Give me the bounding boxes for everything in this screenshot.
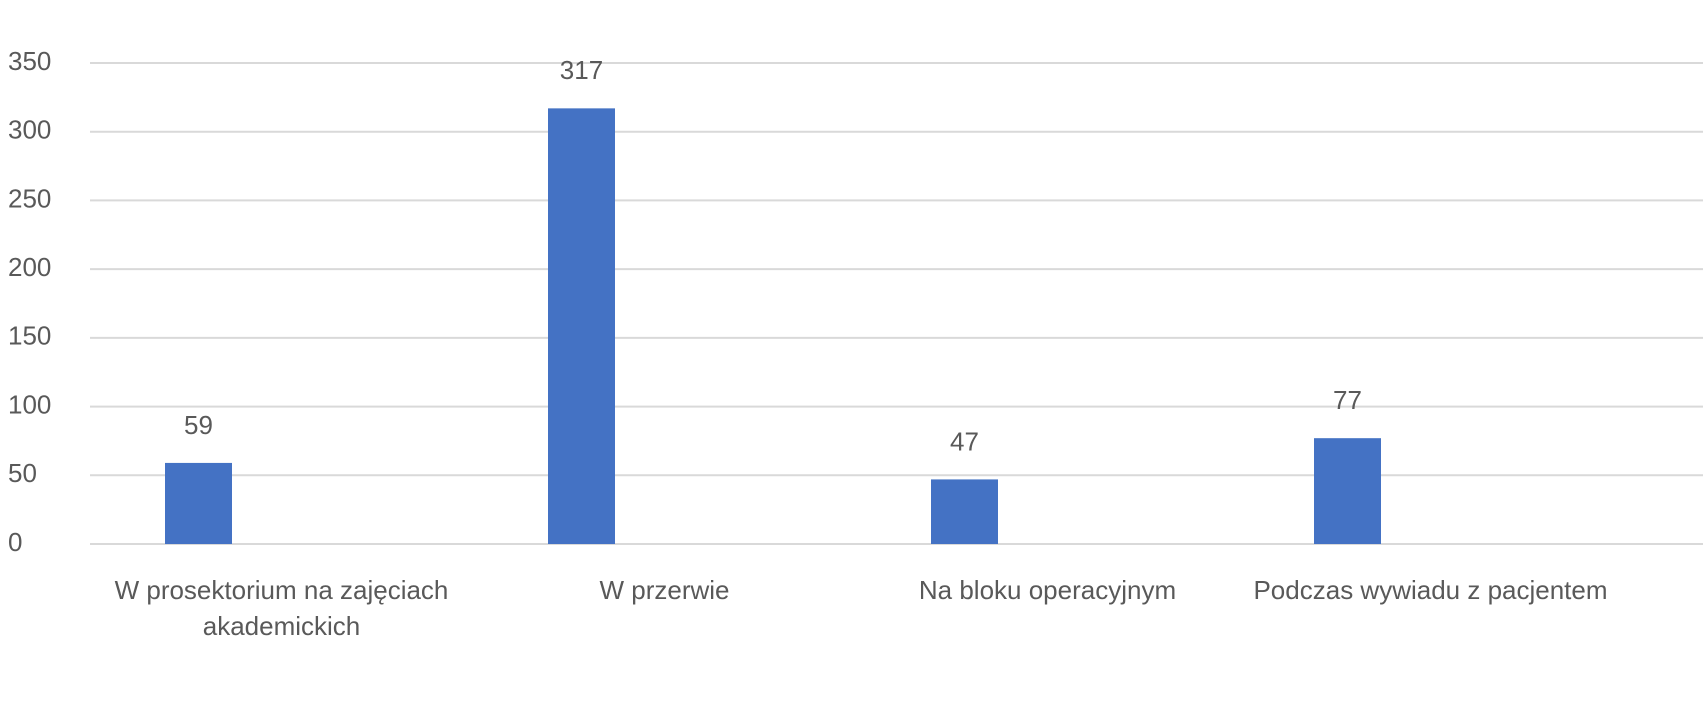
data-label: 317 bbox=[560, 55, 603, 85]
y-tick-label: 350 bbox=[8, 46, 51, 76]
bar bbox=[165, 462, 232, 544]
bar bbox=[1314, 438, 1381, 544]
data-label: 47 bbox=[950, 426, 979, 456]
data-label: 59 bbox=[184, 410, 213, 440]
y-tick-label: 250 bbox=[8, 183, 51, 213]
x-tick-label: W przerwie bbox=[599, 575, 730, 605]
y-tick-label: 300 bbox=[8, 115, 51, 145]
x-tick-label: Podczas wywiadu z pacjentem bbox=[1253, 575, 1608, 605]
bar bbox=[931, 479, 998, 544]
y-tick-label: 0 bbox=[8, 527, 22, 557]
bar bbox=[548, 108, 615, 544]
y-tick-label: 50 bbox=[8, 458, 37, 488]
data-label: 77 bbox=[1333, 385, 1362, 415]
y-tick-label: 200 bbox=[8, 252, 51, 282]
y-tick-label: 100 bbox=[8, 389, 51, 419]
y-tick-label: 150 bbox=[8, 321, 51, 351]
x-tick-label: Na bloku operacyjnym bbox=[918, 575, 1177, 605]
x-tick-label: W prosektorium na zajęciach akademickich bbox=[114, 575, 449, 641]
